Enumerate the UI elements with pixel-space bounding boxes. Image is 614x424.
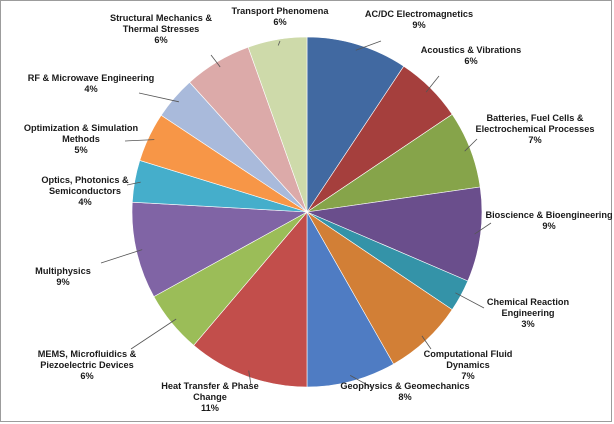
slice-label-optics-photonics-and-semiconductors: Optics, Photonics & Semiconductors 4%	[41, 175, 129, 207]
pie-slice-ac-dc-electromagnetics	[306, 36, 405, 213]
slice-label-line: Engineering	[501, 308, 554, 318]
leader-line-batteries-fuel-cells-and-electrochemical-processes	[464, 138, 478, 152]
pie-slice-heat-transfer-and-phase-change	[193, 211, 308, 388]
slice-label-line: Geophysics & Geomechanics	[340, 381, 469, 391]
slice-label-line: Batteries, Fuel Cells &	[486, 113, 583, 123]
slice-label-line: Bioscience & Bioengineering	[485, 210, 612, 220]
pie-slices	[131, 36, 483, 388]
slice-percent: 7%	[528, 135, 541, 145]
leader-line-mems-microfluidics-and-piezoelectric-devices	[130, 318, 177, 350]
leader-line-multiphysics	[100, 249, 143, 264]
pie-slice-transport-phenomena	[247, 36, 308, 213]
slice-label-line: MEMS, Microfluidics &	[38, 349, 137, 359]
slice-label-line: Optimization & Simulation	[24, 123, 139, 133]
slice-labels: AC/DC Electromagnetics 9%Acoustics & Vibr…	[24, 6, 613, 413]
slice-label-heat-transfer-and-phase-change: Heat Transfer & Phase Change 11%	[161, 381, 259, 413]
slice-percent: 5%	[74, 145, 87, 155]
slice-percent: 3%	[521, 319, 534, 329]
pie-slice-multiphysics	[131, 201, 309, 298]
slice-percent: 11%	[201, 403, 219, 413]
slice-percent: 9%	[56, 277, 69, 287]
slice-percent: 9%	[542, 221, 555, 231]
leader-line-optics-photonics-and-semiconductors	[126, 181, 141, 186]
slice-percent: 6%	[464, 56, 477, 66]
slice-label-line: Thermal Stresses	[123, 24, 200, 34]
slice-label-line: Multiphysics	[35, 266, 91, 276]
leader-line-chemical-reaction-engineering	[455, 292, 485, 309]
slice-label-line: AC/DC Electromagnetics	[365, 9, 473, 19]
leader-line-rf-and-microwave-engineering	[138, 92, 179, 103]
pie-slice-bioscience-and-bioengineering	[305, 186, 483, 282]
slice-label-line: RF & Microwave Engineering	[28, 73, 155, 83]
slice-label-optimization-and-simulation-methods: Optimization & Simulation Methods 5%	[24, 123, 139, 155]
slice-percent: 8%	[398, 392, 411, 402]
slice-label-line: Chemical Reaction	[487, 297, 570, 307]
slice-percent: 6%	[273, 17, 286, 27]
slice-label-acoustics-and-vibrations: Acoustics & Vibrations 6%	[421, 45, 521, 66]
leader-line-geophysics-and-geomechanics	[350, 375, 372, 388]
leader-line-acoustics-and-vibrations	[425, 75, 440, 93]
pie-slice-geophysics-and-geomechanics	[306, 210, 394, 388]
slice-label-line: Change	[193, 392, 227, 402]
leader-line-computational-fluid-dynamics	[421, 335, 432, 350]
leader-line-structural-mechanics-and-thermal-stresses	[210, 54, 221, 68]
slice-label-line: Structural Mechanics &	[110, 13, 212, 23]
slice-label-line: Transport Phenomena	[232, 6, 330, 16]
leader-lines	[100, 40, 492, 388]
slice-label-line: Optics, Photonics &	[41, 175, 129, 185]
slice-label-line: Dynamics	[446, 360, 489, 370]
slice-label-chemical-reaction-engineering: Chemical Reaction Engineering 3%	[487, 297, 570, 329]
slice-label-line: Acoustics & Vibrations	[421, 45, 521, 55]
slice-percent: 4%	[84, 84, 97, 94]
slice-label-line: Semiconductors	[49, 186, 121, 196]
leader-line-bioscience-and-bioengineering	[474, 222, 492, 235]
leader-line-heat-transfer-and-phase-change	[248, 370, 252, 386]
slice-label-line: Methods	[62, 134, 100, 144]
slice-label-geophysics-and-geomechanics: Geophysics & Geomechanics 8%	[340, 381, 469, 402]
slice-label-transport-phenomena: Transport Phenomena 6%	[232, 6, 330, 27]
slice-percent: 6%	[154, 35, 167, 45]
slice-label-bioscience-and-bioengineering: Bioscience & Bioengineering 9%	[485, 210, 612, 231]
slice-label-structural-mechanics-and-thermal-stresses: Structural Mechanics & Thermal Stresses 6%	[110, 13, 212, 45]
slice-label-batteries-fuel-cells-and-electrochemical-processes: Batteries, Fuel Cells & Electrochemical P…	[476, 113, 595, 145]
slice-percent: 9%	[412, 20, 425, 30]
slice-label-ac-dc-electromagnetics: AC/DC Electromagnetics 9%	[365, 9, 473, 30]
leader-line-transport-phenomena	[277, 40, 281, 46]
slice-label-mems-microfluidics-and-piezoelectric-devices: MEMS, Microfluidics & Piezoelectric Devic…	[38, 349, 137, 381]
slice-label-rf-and-microwave-engineering: RF & Microwave Engineering 4%	[28, 73, 155, 94]
slice-label-line: Computational Fluid	[424, 349, 513, 359]
slice-label-line: Electrochemical Processes	[476, 124, 595, 134]
slice-label-line: Piezoelectric Devices	[40, 360, 133, 370]
leader-line-optimization-and-simulation-methods	[124, 139, 155, 142]
slice-percent: 4%	[78, 197, 91, 207]
slice-label-computational-fluid-dynamics: Computational Fluid Dynamics 7%	[424, 349, 513, 381]
slice-label-line: Heat Transfer & Phase	[161, 381, 259, 391]
slice-percent: 6%	[80, 371, 93, 381]
slice-percent: 7%	[461, 371, 474, 381]
leader-line-ac-dc-electromagnetics	[355, 40, 382, 51]
slice-label-multiphysics: Multiphysics 9%	[35, 266, 91, 287]
